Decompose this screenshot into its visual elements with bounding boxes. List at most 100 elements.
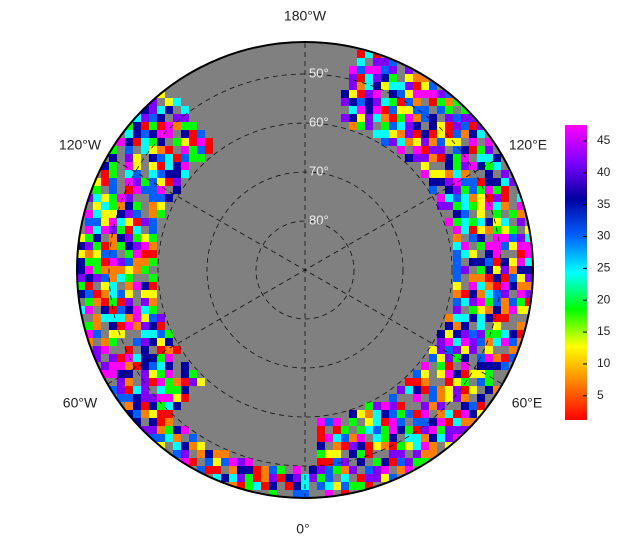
map-border <box>76 41 534 499</box>
field-cell <box>293 490 301 498</box>
field-cell <box>181 394 189 402</box>
field-cell <box>109 186 117 194</box>
field-cell <box>493 154 501 162</box>
field-cell <box>133 226 141 234</box>
field-cell <box>437 106 445 114</box>
field-cell <box>477 210 485 218</box>
field-cell <box>157 170 165 178</box>
field-cell <box>245 474 253 482</box>
field-cell <box>421 162 429 170</box>
field-cell <box>461 386 469 394</box>
field-cell <box>509 242 517 250</box>
field-cell <box>141 106 149 114</box>
field-cell <box>413 410 421 418</box>
field-cell <box>101 218 109 226</box>
field-cell <box>349 410 357 418</box>
field-cell <box>517 242 525 250</box>
field-cell <box>149 290 157 298</box>
field-cell <box>373 66 381 74</box>
field-cell <box>189 370 197 378</box>
field-cell <box>125 130 133 138</box>
field-cell <box>477 218 485 226</box>
colorbar-tick-label: 25 <box>597 261 611 275</box>
field-cell <box>477 266 485 274</box>
field-cell <box>101 298 109 306</box>
field-cell <box>501 186 509 194</box>
field-cell <box>453 330 461 338</box>
field-cell <box>85 290 93 298</box>
field-cell <box>405 442 413 450</box>
field-cell <box>389 474 397 482</box>
field-cell <box>413 426 421 434</box>
field-cell <box>93 242 101 250</box>
field-cell <box>493 290 501 298</box>
field-cell <box>181 442 189 450</box>
field-cell <box>461 330 469 338</box>
field-cell <box>405 130 413 138</box>
field-cell <box>157 138 165 146</box>
field-cell <box>469 218 477 226</box>
field-cell <box>261 482 269 490</box>
field-cell <box>189 434 197 442</box>
field-cell <box>525 266 533 274</box>
field-cell <box>477 338 485 346</box>
field-cell <box>493 314 501 322</box>
field-cell <box>93 226 101 234</box>
latitude-label: 80° <box>309 212 329 227</box>
field-cell <box>157 114 165 122</box>
field-cell <box>149 402 157 410</box>
field-cell <box>517 290 525 298</box>
field-cell <box>469 250 477 258</box>
field-cell <box>125 322 133 330</box>
field-cell <box>109 162 117 170</box>
longitude-label: 0° <box>296 521 309 537</box>
field-cell <box>405 66 413 74</box>
field-cell <box>93 322 101 330</box>
field-cell <box>85 330 93 338</box>
field-cell <box>469 410 477 418</box>
field-cell <box>133 418 141 426</box>
colorbar-tick-label: 15 <box>597 324 611 338</box>
field-cell <box>133 322 141 330</box>
field-cell <box>157 410 165 418</box>
field-cell <box>373 82 381 90</box>
field-cell <box>461 154 469 162</box>
field-cell <box>453 178 461 186</box>
field-cell <box>389 74 397 82</box>
field-cell <box>165 162 173 170</box>
field-cell <box>517 282 525 290</box>
longitude-label: 60°E <box>512 395 543 411</box>
field-cell <box>133 154 141 162</box>
field-cell <box>101 290 109 298</box>
field-cell <box>413 82 421 90</box>
field-cell <box>493 178 501 186</box>
field-cell <box>453 210 461 218</box>
field-cell <box>453 138 461 146</box>
field-cell <box>389 442 397 450</box>
field-cell <box>157 146 165 154</box>
field-cell <box>405 466 413 474</box>
field-cell <box>117 330 125 338</box>
field-cell <box>373 410 381 418</box>
field-cell <box>125 194 133 202</box>
field-cell <box>317 450 325 458</box>
field-cell <box>453 322 461 330</box>
field-cell <box>85 298 93 306</box>
field-cell <box>477 354 485 362</box>
field-cell <box>485 314 493 322</box>
field-cell <box>453 130 461 138</box>
field-cell <box>325 482 333 490</box>
field-cell <box>157 202 165 210</box>
field-cell <box>493 354 501 362</box>
field-cell <box>437 178 445 186</box>
field-cell <box>421 82 429 90</box>
field-cell <box>413 418 421 426</box>
field-cell <box>493 282 501 290</box>
field-cell <box>381 66 389 74</box>
field-cell <box>509 210 517 218</box>
field-cell <box>493 234 501 242</box>
field-cell <box>181 162 189 170</box>
field-cell <box>509 178 517 186</box>
field-cell <box>429 386 437 394</box>
field-cell <box>509 298 517 306</box>
